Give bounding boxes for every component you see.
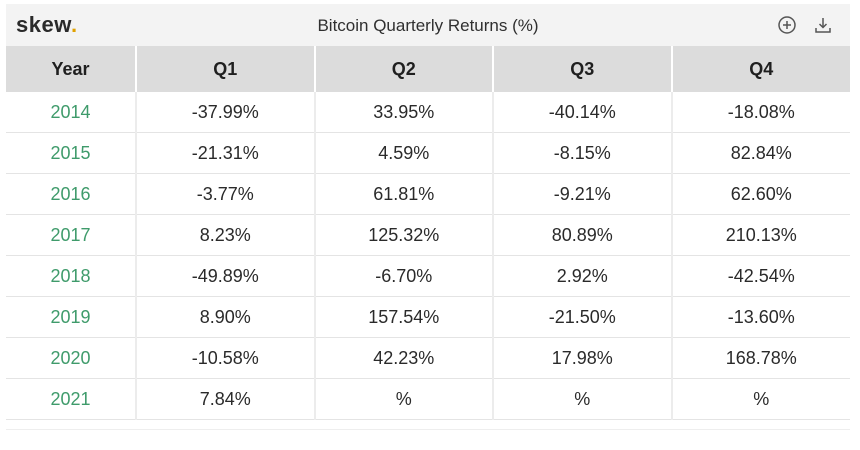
table-row: 2020 -10.58% 42.23% 17.98% 168.78% — [6, 337, 850, 379]
return-cell: 42.23% — [314, 337, 494, 379]
year-cell: 2021 — [6, 378, 137, 420]
download-icon-graphic — [815, 18, 831, 33]
year-cell: 2017 — [6, 214, 137, 256]
widget-header: skew. Bitcoin Quarterly Returns (%) — [6, 4, 850, 46]
skew-logo: skew. — [16, 12, 78, 38]
table-row: 2017 8.23% 125.32% 80.89% 210.13% — [6, 214, 850, 256]
return-cell: % — [671, 378, 850, 420]
year-cell: 2018 — [6, 255, 137, 297]
return-cell: -42.54% — [671, 255, 850, 297]
return-cell: 17.98% — [493, 337, 673, 379]
return-cell: -6.70% — [314, 255, 494, 297]
table-row: 2018 -49.89% -6.70% 2.92% -42.54% — [6, 255, 850, 297]
return-cell: 82.84% — [671, 132, 850, 174]
plus-circle-icon[interactable] — [776, 14, 798, 36]
table-row: 2019 8.90% 157.54% -21.50% -13.60% — [6, 296, 850, 338]
return-cell: 8.90% — [136, 296, 316, 338]
returns-table: Year Q1 Q2 Q3 Q4 2014 -37.99% 33.95% -40.14% -18… — [6, 46, 850, 420]
logo-dot: . — [71, 12, 78, 37]
return-cell: -10.58% — [136, 337, 316, 379]
return-cell: -21.31% — [136, 132, 316, 174]
year-cell: 2015 — [6, 132, 137, 174]
return-cell: 125.32% — [314, 214, 494, 256]
return-cell: -3.77% — [136, 173, 316, 215]
return-cell: -40.14% — [493, 92, 673, 133]
year-cell: 2014 — [6, 92, 137, 133]
column-header-q3: Q3 — [493, 46, 673, 92]
return-cell: 80.89% — [493, 214, 673, 256]
column-header-year: Year — [6, 46, 137, 92]
year-cell: 2020 — [6, 337, 137, 379]
return-cell: -49.89% — [136, 255, 316, 297]
return-cell: -37.99% — [136, 92, 316, 133]
table-body: 2014 -37.99% 33.95% -40.14% -18.08% 2015 -21.3… — [6, 92, 850, 420]
bottom-divider — [6, 429, 850, 430]
return-cell: 4.59% — [314, 132, 494, 174]
table-row: 2016 -3.77% 61.81% -9.21% 62.60% — [6, 173, 850, 215]
return-cell: 61.81% — [314, 173, 494, 215]
column-header-q2: Q2 — [314, 46, 494, 92]
return-cell: -8.15% — [493, 132, 673, 174]
return-cell: 62.60% — [671, 173, 850, 215]
column-header-q4: Q4 — [671, 46, 850, 92]
plus-circle-icon-graphic — [778, 16, 796, 34]
return-cell: -21.50% — [493, 296, 673, 338]
logo-text: skew — [16, 12, 72, 37]
return-cell: 7.84% — [136, 378, 316, 420]
table-header-row: Year Q1 Q2 Q3 Q4 — [6, 46, 850, 92]
return-cell: 157.54% — [314, 296, 494, 338]
return-cell: 210.13% — [671, 214, 850, 256]
returns-widget: skew. Bitcoin Quarterly Returns (%) — [6, 4, 850, 430]
return-cell: -9.21% — [493, 173, 673, 215]
download-icon[interactable] — [812, 14, 834, 36]
year-cell: 2019 — [6, 296, 137, 338]
return-cell: -18.08% — [671, 92, 850, 133]
return-cell: 168.78% — [671, 337, 850, 379]
return-cell: -13.60% — [671, 296, 850, 338]
return-cell: % — [493, 378, 673, 420]
return-cell: 2.92% — [493, 255, 673, 297]
table-row: 2021 7.84%%%% — [6, 378, 850, 420]
return-cell: % — [314, 378, 494, 420]
widget-title: Bitcoin Quarterly Returns (%) — [317, 16, 539, 35]
table-row: 2014 -37.99% 33.95% -40.14% -18.08% — [6, 92, 850, 133]
return-cell: 33.95% — [314, 92, 494, 133]
return-cell: 8.23% — [136, 214, 316, 256]
year-cell: 2016 — [6, 173, 137, 215]
column-header-q1: Q1 — [136, 46, 316, 92]
table-row: 2015 -21.31% 4.59% -8.15% 82.84% — [6, 132, 850, 174]
